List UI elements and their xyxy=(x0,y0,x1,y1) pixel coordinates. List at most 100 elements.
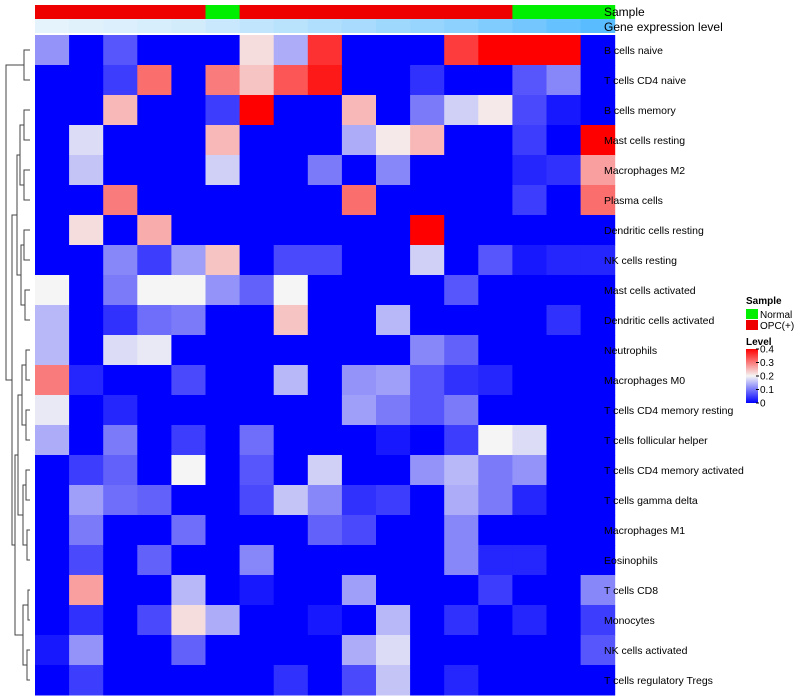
sample-annotation-cell xyxy=(137,5,172,19)
heatmap-cell xyxy=(512,665,547,696)
heatmap-cell xyxy=(410,65,445,96)
heatmap-cell xyxy=(546,275,582,306)
heatmap-cell xyxy=(137,245,172,276)
heatmap-cell xyxy=(69,95,104,126)
row-label: Eosinophils xyxy=(604,555,658,567)
heatmap-cell xyxy=(307,275,343,306)
heatmap-cell xyxy=(307,575,343,606)
heatmap-cell xyxy=(137,425,172,456)
row-label: NK cells resting xyxy=(604,255,677,267)
heatmap-cell xyxy=(512,185,547,216)
heatmap-cell xyxy=(239,605,275,636)
heatmap-cell xyxy=(341,635,377,666)
heatmap-cell xyxy=(273,395,309,426)
heatmap-cell xyxy=(580,155,616,186)
heatmap-cell xyxy=(103,155,138,186)
heatmap-cell xyxy=(478,605,513,636)
heatmap-cell xyxy=(341,95,377,126)
heatmap-cell xyxy=(444,545,479,576)
dendrogram-branch xyxy=(21,364,26,426)
heatmap-cell xyxy=(341,35,377,66)
heatmap-cell xyxy=(341,275,377,306)
heatmap-cell xyxy=(341,155,377,186)
heatmap-cell xyxy=(546,455,582,486)
sample-legend-label: Normal xyxy=(760,310,792,321)
row-label: T cells gamma delta xyxy=(604,495,698,507)
heatmap-cell xyxy=(546,635,582,666)
sample-legend-label: OPC(+) xyxy=(760,321,794,332)
heatmap-cell xyxy=(307,215,343,246)
heatmap-cell xyxy=(171,455,206,486)
heatmap-cell xyxy=(444,485,479,516)
row-label: B cells naive xyxy=(604,45,663,57)
dendrogram-branch xyxy=(23,169,30,201)
row-label: Macrophages M0 xyxy=(604,375,685,387)
heatmap-cell xyxy=(410,455,445,486)
heatmap-cell xyxy=(35,425,70,456)
dendrogram-branch xyxy=(23,49,30,81)
heatmap-cell xyxy=(103,455,138,486)
heatmap-cell xyxy=(273,635,309,666)
sample-legend-swatch xyxy=(746,309,758,319)
heatmap-cell xyxy=(444,185,479,216)
heatmap-cell xyxy=(137,665,172,696)
heatmap-cell xyxy=(69,515,104,546)
heatmap-cell xyxy=(376,155,411,186)
heatmap-cell xyxy=(478,125,513,156)
heatmap-cell xyxy=(410,95,445,126)
heatmap-cell xyxy=(410,485,445,516)
heatmap-cell xyxy=(444,455,479,486)
heatmap-cell xyxy=(341,665,377,696)
row-label: T cells CD4 naive xyxy=(604,75,686,87)
heatmap-cell xyxy=(546,215,582,246)
heatmap-cell xyxy=(35,245,70,276)
heatmap-cell xyxy=(580,545,616,576)
heatmap-cell xyxy=(478,245,513,276)
heatmap-cell xyxy=(376,395,411,426)
heatmap-cell xyxy=(307,545,343,576)
heatmap-cell xyxy=(546,605,582,636)
heatmap-cell xyxy=(478,515,513,546)
heatmap-cell xyxy=(580,575,616,606)
heatmap-cell xyxy=(478,65,513,96)
column-annotations xyxy=(35,5,616,33)
heatmap-cell xyxy=(341,125,377,156)
heatmap-cell xyxy=(341,185,377,216)
heatmap-cell xyxy=(410,275,445,306)
heatmap-cell xyxy=(103,245,138,276)
heatmap-cell xyxy=(171,185,206,216)
sample-annotation-cell xyxy=(444,5,479,19)
heatmap-cell xyxy=(580,485,616,516)
heatmap-cell xyxy=(546,125,582,156)
sample-annotation-cell xyxy=(273,5,309,19)
heatmap-cell xyxy=(546,665,582,696)
heatmap-cell xyxy=(546,575,582,606)
heatmap-cell xyxy=(69,305,104,336)
level-tick-label: 0 xyxy=(760,399,766,410)
heatmap-cell xyxy=(580,635,616,666)
dendrogram-branch xyxy=(23,229,30,261)
heatmap-cell xyxy=(171,425,206,456)
heatmap-cell xyxy=(273,425,309,456)
heatmap-cell xyxy=(376,65,411,96)
heatmap-cell xyxy=(273,155,309,186)
heatmap-cell xyxy=(273,185,309,216)
heatmap-cell xyxy=(69,155,104,186)
level-tick-label: 0.4 xyxy=(760,345,774,356)
row-label: Macrophages M1 xyxy=(604,525,685,537)
heatmap-cell xyxy=(35,155,70,186)
heatmap-cell xyxy=(205,245,241,276)
heatmap-cell xyxy=(410,185,445,216)
dendrogram-branch xyxy=(26,649,30,681)
heatmap-cell xyxy=(35,575,70,606)
heatmap-cell xyxy=(512,155,547,186)
heatmap-cell xyxy=(69,665,104,696)
heatmap-cell xyxy=(35,665,70,696)
heatmap-cell xyxy=(307,125,343,156)
heatmap-cell xyxy=(239,545,275,576)
heatmap-cell xyxy=(35,395,70,426)
heatmap-cell xyxy=(307,515,343,546)
heatmap-cell xyxy=(341,515,377,546)
heatmap-cell xyxy=(35,95,70,126)
sample-annotation-cell xyxy=(580,5,616,19)
